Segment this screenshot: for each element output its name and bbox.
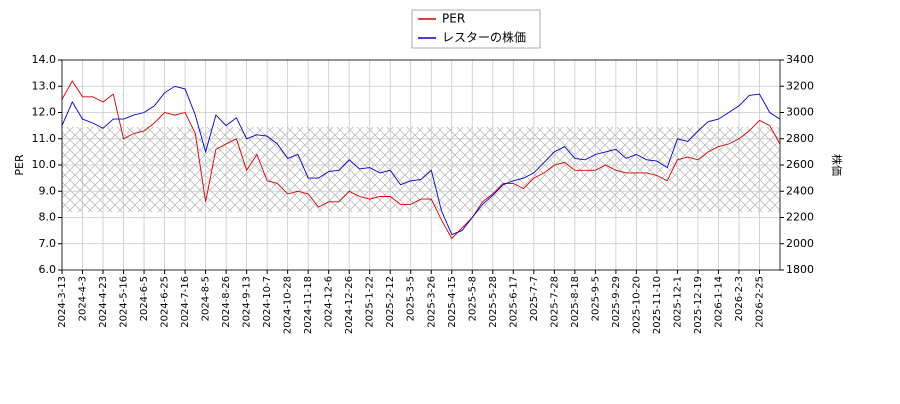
marks	[61, 80, 781, 240]
legend-box	[411, 9, 541, 49]
y-tick-label: 7.0	[39, 237, 57, 250]
x-tick-label: 2024-12-6	[324, 276, 335, 328]
x-tick-label: 2025-12-19	[693, 276, 704, 334]
x-tick-label: 2025-9-29	[611, 276, 622, 328]
x-tick-label: 2024-12-26	[344, 276, 355, 334]
x-tick-label: 2025-1-22	[365, 276, 376, 328]
x-tick-label: 2025-2-12	[385, 276, 396, 328]
x-tick-label: 2024-7-16	[180, 276, 191, 328]
labels: 6.0 7.0 8.0 9.0 10.0 11.0 12.0 13.0 14.0 1800 2000…	[32, 53, 815, 334]
x-tick-label: 2024-9-13	[242, 276, 253, 328]
y2-tick-label: 1800	[786, 263, 814, 276]
y2-axis-label: 株価	[830, 154, 844, 176]
x-tick-label: 2025-12-1	[672, 276, 683, 328]
x-tick-label: 2024-10-28	[283, 276, 294, 334]
legend-label: レスターの株価	[442, 30, 526, 45]
x-tick-label: 2025-3-5	[406, 276, 417, 321]
legend: PER レスターの株価	[411, 9, 541, 49]
x-tick-label: 2024-4-23	[98, 276, 109, 328]
y-tick-label: 10.0	[32, 158, 57, 171]
x-tick-label: 2024-10-7	[262, 276, 273, 328]
x-tick-label: 2025-8-18	[570, 276, 581, 328]
x-tick-label: 2026-2-25	[754, 276, 765, 328]
x-tick-label: 2024-11-18	[303, 276, 314, 334]
y2-tick-label: 2400	[786, 184, 814, 197]
y-tick-label: 11.0	[32, 132, 57, 145]
line-series	[61, 85, 781, 236]
x-tick-label: 2024-6-25	[160, 276, 171, 328]
x-tick-label: 2024-5-16	[119, 276, 130, 328]
range-band	[62, 126, 780, 213]
x-tick-label: 2025-7-7	[529, 276, 540, 321]
y-axis-label: PER	[13, 154, 26, 176]
x-tick-label: 2024-4-3	[78, 276, 89, 321]
x-tick-label: 2024-8-26	[221, 276, 232, 328]
x-tick-label: 2025-7-28	[549, 276, 560, 328]
x-tick-label: 2025-10-20	[631, 276, 642, 334]
x-tick-label: 2025-3-26	[426, 276, 437, 328]
x-tick-label: 2026-2-3	[734, 276, 745, 321]
y2-tick-label: 2000	[786, 237, 814, 250]
y2-tick-label: 3200	[786, 79, 814, 92]
y-tick-label: 14.0	[32, 53, 57, 66]
x-tick-label: 2024-3-13	[57, 276, 68, 328]
y-tick-label: 12.0	[32, 106, 57, 119]
x-tick-label: 2025-9-5	[590, 276, 601, 321]
y-tick-label: 6.0	[39, 263, 57, 276]
y-tick-label: 9.0	[39, 184, 57, 197]
y-tick-label: 13.0	[32, 79, 57, 92]
y-tick-label: 8.0	[39, 211, 57, 224]
x-tick-label: 2024-6-5	[139, 276, 150, 321]
grid	[61, 59, 780, 271]
y2-tick-label: 2800	[786, 132, 814, 145]
x-tick-label: 2025-4-15	[447, 276, 458, 328]
y2-tick-label: 2200	[786, 211, 814, 224]
x-tick-label: 2026-1-14	[713, 276, 724, 328]
x-tick-label: 2024-8-5	[201, 276, 212, 321]
x-tick-label: 2025-5-8	[467, 276, 478, 321]
legend-label: PER	[442, 12, 465, 26]
x-tick-label: 2025-6-17	[508, 276, 519, 328]
y2-tick-label: 3400	[786, 53, 814, 66]
y2-tick-label: 2600	[786, 158, 814, 171]
x-tick-label: 2025-5-28	[488, 276, 499, 328]
y2-tick-label: 3000	[786, 106, 814, 119]
x-tick-label: 2025-11-10	[652, 276, 663, 334]
line-series	[61, 80, 781, 240]
